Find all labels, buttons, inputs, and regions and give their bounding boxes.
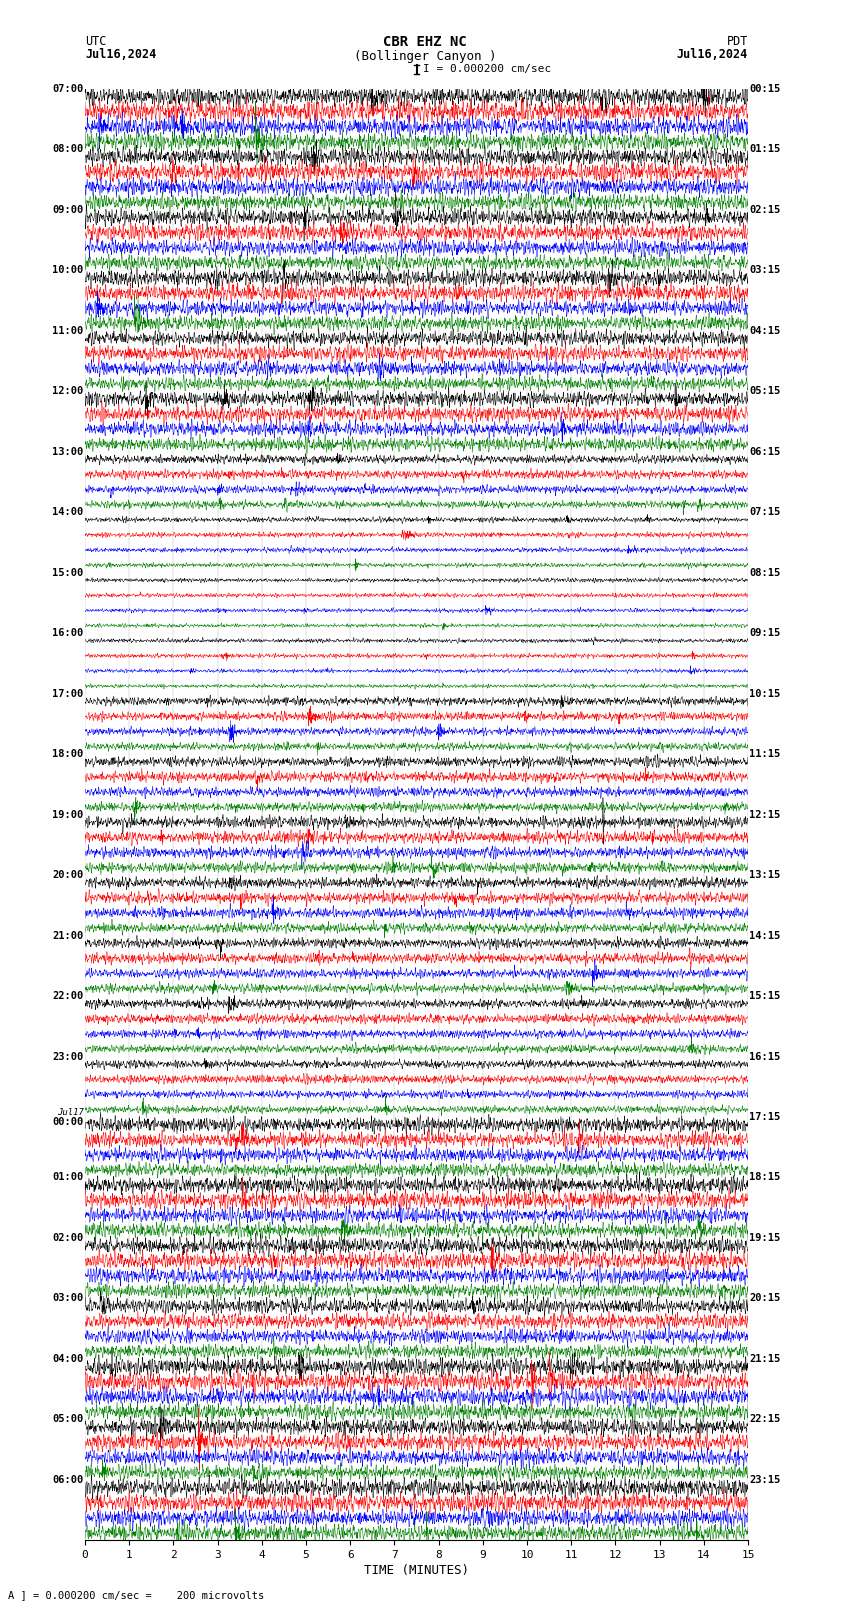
Text: I = 0.000200 cm/sec: I = 0.000200 cm/sec (423, 65, 552, 74)
Text: 18:00: 18:00 (53, 748, 83, 760)
Text: 14:15: 14:15 (750, 931, 780, 940)
Text: 04:00: 04:00 (53, 1353, 83, 1365)
Text: 17:00: 17:00 (53, 689, 83, 698)
Text: 00:15: 00:15 (750, 84, 780, 94)
Text: 22:00: 22:00 (53, 990, 83, 1002)
Text: PDT: PDT (727, 35, 748, 48)
Text: 06:00: 06:00 (53, 1474, 83, 1486)
Text: 11:00: 11:00 (53, 326, 83, 336)
Text: 02:00: 02:00 (53, 1232, 83, 1244)
Text: 16:15: 16:15 (750, 1052, 780, 1061)
Text: 21:00: 21:00 (53, 931, 83, 940)
Text: 08:15: 08:15 (750, 568, 780, 577)
Text: 02:15: 02:15 (750, 205, 780, 215)
Text: Jul17: Jul17 (57, 1108, 83, 1118)
Text: 17:15: 17:15 (750, 1111, 780, 1123)
Text: 01:00: 01:00 (53, 1173, 83, 1182)
Text: 00:00: 00:00 (53, 1118, 83, 1127)
Text: 19:15: 19:15 (750, 1232, 780, 1244)
Text: 23:15: 23:15 (750, 1474, 780, 1486)
Text: (Bollinger Canyon ): (Bollinger Canyon ) (354, 50, 496, 63)
Text: 21:15: 21:15 (750, 1353, 780, 1365)
Text: 03:15: 03:15 (750, 265, 780, 276)
Text: 06:15: 06:15 (750, 447, 780, 456)
Text: CBR EHZ NC: CBR EHZ NC (383, 35, 467, 50)
Text: 10:15: 10:15 (750, 689, 780, 698)
Text: 20:00: 20:00 (53, 869, 83, 881)
Text: 03:00: 03:00 (53, 1294, 83, 1303)
Text: 15:00: 15:00 (53, 568, 83, 577)
Text: Jul16,2024: Jul16,2024 (85, 48, 156, 61)
Text: 19:00: 19:00 (53, 810, 83, 819)
Text: 09:15: 09:15 (750, 627, 780, 639)
Text: 15:15: 15:15 (750, 990, 780, 1002)
Text: 18:15: 18:15 (750, 1173, 780, 1182)
Text: 13:15: 13:15 (750, 869, 780, 881)
Text: UTC: UTC (85, 35, 106, 48)
Text: 07:00: 07:00 (53, 84, 83, 94)
Text: 20:15: 20:15 (750, 1294, 780, 1303)
Text: 23:00: 23:00 (53, 1052, 83, 1061)
Text: 05:00: 05:00 (53, 1415, 83, 1424)
Text: 04:15: 04:15 (750, 326, 780, 336)
Text: 09:00: 09:00 (53, 205, 83, 215)
Text: 10:00: 10:00 (53, 265, 83, 276)
Text: Jul16,2024: Jul16,2024 (677, 48, 748, 61)
Text: 12:00: 12:00 (53, 386, 83, 397)
Text: 11:15: 11:15 (750, 748, 780, 760)
Text: 16:00: 16:00 (53, 627, 83, 639)
Text: 14:00: 14:00 (53, 506, 83, 518)
Text: 12:15: 12:15 (750, 810, 780, 819)
Text: 01:15: 01:15 (750, 144, 780, 155)
Text: 07:15: 07:15 (750, 506, 780, 518)
Text: 08:00: 08:00 (53, 144, 83, 155)
Text: 13:00: 13:00 (53, 447, 83, 456)
X-axis label: TIME (MINUTES): TIME (MINUTES) (364, 1565, 469, 1578)
Text: A ] = 0.000200 cm/sec =    200 microvolts: A ] = 0.000200 cm/sec = 200 microvolts (8, 1590, 264, 1600)
Text: 22:15: 22:15 (750, 1415, 780, 1424)
Text: 05:15: 05:15 (750, 386, 780, 397)
